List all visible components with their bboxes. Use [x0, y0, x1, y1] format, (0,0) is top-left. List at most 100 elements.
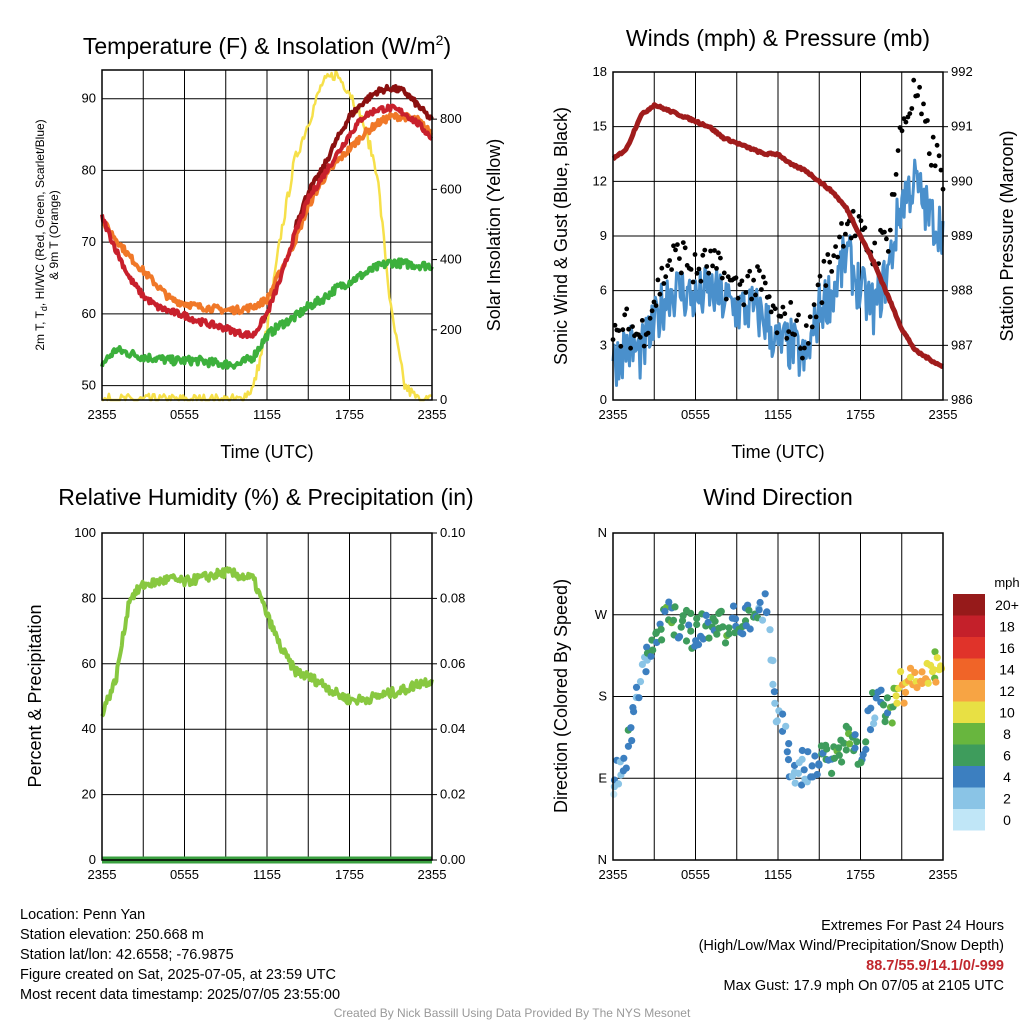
direction-point [657, 625, 665, 633]
gust-point [936, 153, 942, 159]
direction-ylabel-left: Direction (Colored By Speed) [551, 579, 571, 813]
gust-point [921, 101, 926, 107]
direction-point [794, 769, 803, 778]
gust-point [677, 256, 682, 261]
direction-point [784, 756, 793, 764]
temperature-xlabel: Time (UTC) [220, 442, 313, 462]
direction-point [851, 744, 859, 752]
extremes-title: Extremes For Past 24 Hours [821, 918, 1004, 934]
recent-text: Most recent data timestamp: 2025/07/05 2… [20, 987, 341, 1003]
direction-point [828, 769, 836, 778]
y-tick-label: E [598, 770, 607, 785]
gust-point [827, 259, 833, 265]
speed-colorbar: 0 2 4 6 8 10 12 14 16 18 20+ [953, 594, 1019, 831]
direction-point [857, 759, 865, 767]
winds-ylabel-right: Station Pressure (Maroon) [997, 130, 1017, 341]
x-tick-label: 1155 [253, 407, 281, 422]
direction-point [614, 780, 623, 788]
direction-point [721, 639, 730, 647]
direction-point [862, 738, 870, 746]
gust-point [807, 314, 813, 320]
gust-point [663, 274, 669, 280]
direction-point [694, 641, 703, 649]
gust-point [616, 328, 622, 333]
gust-point [917, 84, 922, 90]
direction-point [725, 630, 733, 638]
gust-point [737, 282, 743, 287]
temperature-ticks: 2355 0555 1155 1755 2355 50 60 70 80 90 0 200 400 600… [82, 91, 462, 422]
direction-point [677, 623, 685, 631]
winds-ylabel-left: Sonic Wind & Gust (Blue, Black) [551, 107, 571, 365]
direction-point [745, 606, 753, 614]
direction-point [853, 738, 861, 746]
y-tick-label: 0 [89, 852, 96, 867]
gust-point [911, 77, 917, 83]
direction-point [871, 714, 879, 722]
temp-9m-line [101, 111, 433, 316]
y-tick-label: 0 [600, 392, 607, 407]
y2-tick-label: 400 [440, 252, 462, 267]
gust-point [909, 106, 915, 111]
direction-point [924, 679, 932, 687]
direction-point [643, 643, 651, 651]
direction-point [900, 699, 908, 707]
x-tick-label: 0555 [170, 407, 199, 422]
y2-tick-label: 0.02 [440, 787, 465, 802]
winds-title: Winds (mph) & Pressure (mb) [626, 25, 930, 51]
colorbar-label: 6 [1003, 748, 1011, 764]
direction-point [632, 683, 641, 691]
gust-point [757, 268, 762, 273]
gust-point [690, 279, 696, 285]
direction-point [846, 740, 854, 748]
gust-point [796, 312, 801, 318]
gust-point [702, 247, 708, 253]
gust-point [817, 273, 823, 279]
y2-tick-label: 0.08 [440, 590, 465, 605]
direction-point [862, 745, 870, 754]
x-tick-label: 2355 [599, 867, 628, 882]
direction-point [930, 666, 938, 674]
direction-point [658, 636, 666, 644]
direction-point [758, 616, 767, 624]
x-tick-label: 1155 [764, 867, 792, 882]
gust-point [833, 244, 838, 250]
gust-point [852, 233, 858, 239]
x-tick-label: 0555 [170, 867, 199, 882]
colorbar-swatch [953, 701, 985, 723]
heat-index-line [293, 83, 434, 231]
gust-point [805, 341, 811, 346]
y2-tick-label: 0.04 [440, 721, 465, 736]
gust-point [766, 294, 772, 300]
direction-point [702, 611, 710, 620]
y-tick-label: 9 [600, 228, 607, 243]
credit-text: Created By Nick Bassill Using Data Provi… [333, 1006, 691, 1020]
gust-point [753, 292, 758, 298]
direction-frame [612, 532, 944, 861]
gust-point [915, 93, 920, 98]
gust-point [698, 278, 704, 284]
direction-point [756, 598, 764, 607]
direction-point [933, 654, 941, 662]
temp-2m-line [100, 103, 433, 340]
gust-point [694, 270, 700, 276]
gust-point [624, 306, 630, 312]
temperature-ylabel-left: 2m T, Td, HI/WC (Red, Green, Scarlet/Blu… [33, 119, 49, 350]
x-tick-label: 2355 [929, 407, 958, 422]
y2-tick-label: 992 [951, 64, 973, 79]
direction-point [800, 766, 808, 774]
humidity-ylabel-left: Percent & Precipitation [25, 604, 45, 787]
colorbar-label: 2 [1003, 791, 1011, 807]
gust-point [639, 318, 645, 323]
gust-point [819, 300, 825, 306]
direction-point [913, 684, 921, 692]
direction-point [771, 699, 779, 707]
gust-point [673, 247, 678, 253]
y2-tick-label: 0.06 [440, 656, 465, 671]
gust-point [925, 118, 930, 123]
direction-point [770, 688, 779, 696]
gust-point [749, 296, 754, 302]
direction-point [669, 616, 678, 624]
gust-point [647, 315, 653, 321]
colorbar-swatch [953, 658, 985, 680]
gust-point [829, 269, 835, 274]
